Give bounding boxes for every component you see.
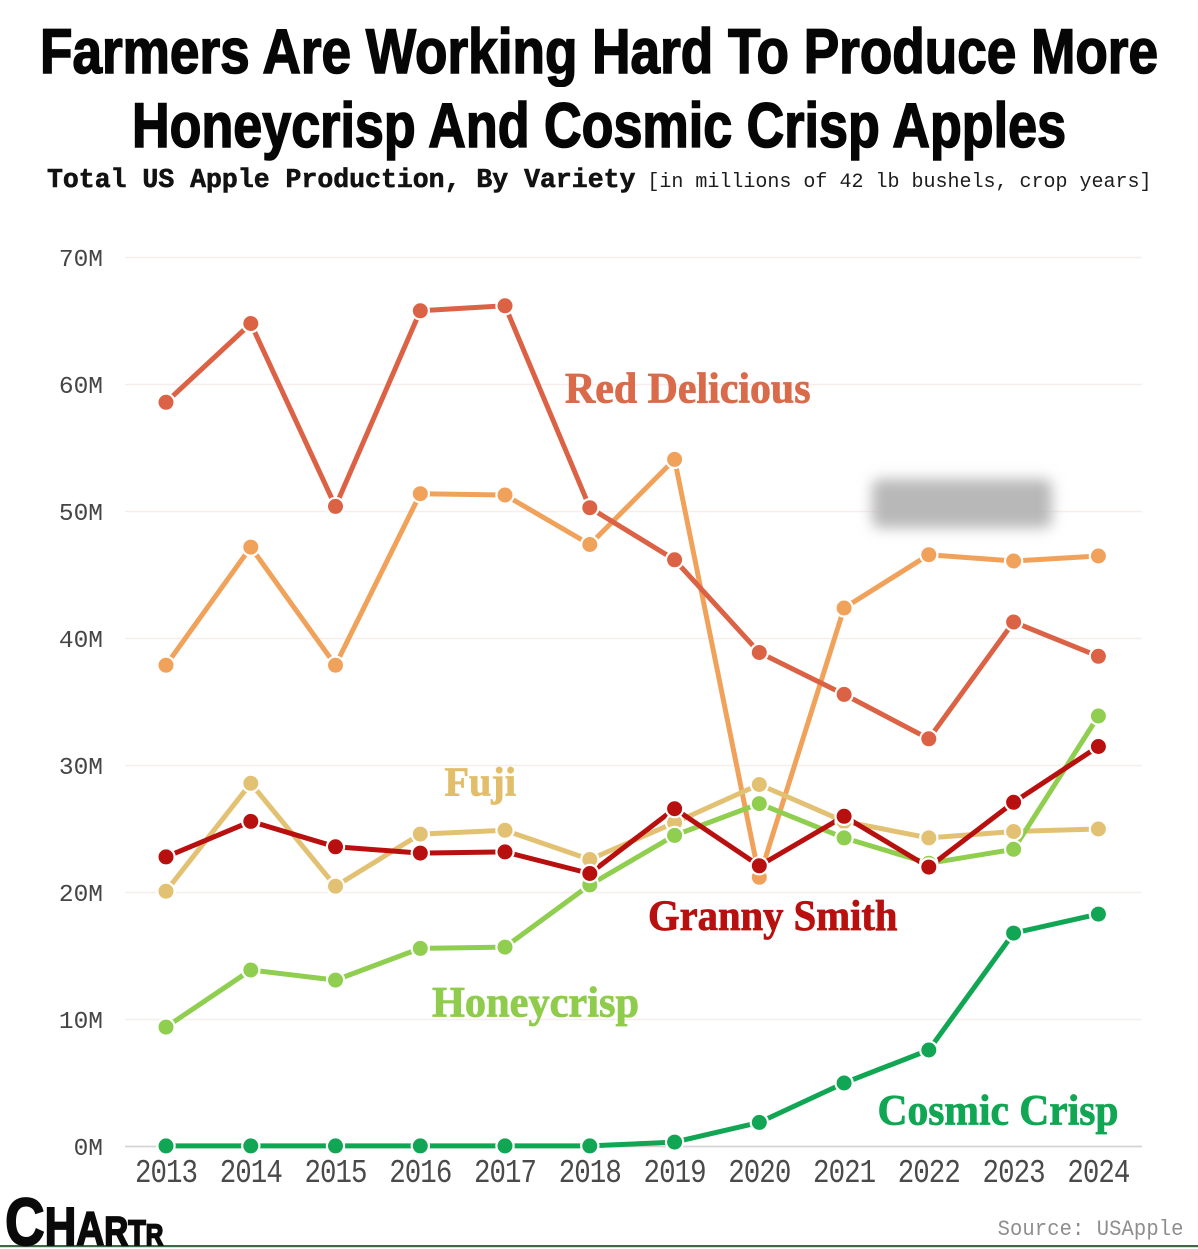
svg-text:2014: 2014 (220, 1156, 282, 1193)
svg-text:2013: 2013 (135, 1156, 197, 1193)
svg-text:Cosmic Crisp: Cosmic Crisp (878, 1086, 1119, 1134)
svg-text:30M: 30M (59, 755, 103, 782)
svg-text:2015: 2015 (304, 1156, 366, 1193)
svg-text:2024: 2024 (1067, 1156, 1129, 1193)
svg-text:2020: 2020 (728, 1156, 790, 1193)
svg-text:2022: 2022 (898, 1156, 960, 1193)
svg-text:50M: 50M (59, 501, 103, 528)
svg-text:Source: USApple: Source: USApple (998, 1217, 1184, 1242)
svg-text:10M: 10M (59, 1009, 103, 1036)
svg-text:2023: 2023 (983, 1156, 1045, 1193)
svg-text:2021: 2021 (813, 1156, 875, 1193)
svg-text:40M: 40M (59, 628, 103, 655)
svg-text:60M: 60M (59, 374, 103, 401)
svg-text:2016: 2016 (389, 1156, 451, 1193)
svg-text:20M: 20M (59, 882, 103, 909)
svg-text:0M: 0M (74, 1136, 103, 1163)
svg-text:2017: 2017 (474, 1156, 536, 1193)
svg-text:Red Delicious: Red Delicious (565, 365, 811, 413)
svg-text:Honeycrisp: Honeycrisp (432, 979, 639, 1027)
svg-text:70M: 70M (59, 247, 103, 274)
svg-text:2019: 2019 (644, 1156, 706, 1193)
svg-text:Granny Smith: Granny Smith (648, 892, 898, 940)
svg-text:2018: 2018 (559, 1156, 621, 1193)
svg-text:Fuji: Fuji (445, 759, 517, 805)
